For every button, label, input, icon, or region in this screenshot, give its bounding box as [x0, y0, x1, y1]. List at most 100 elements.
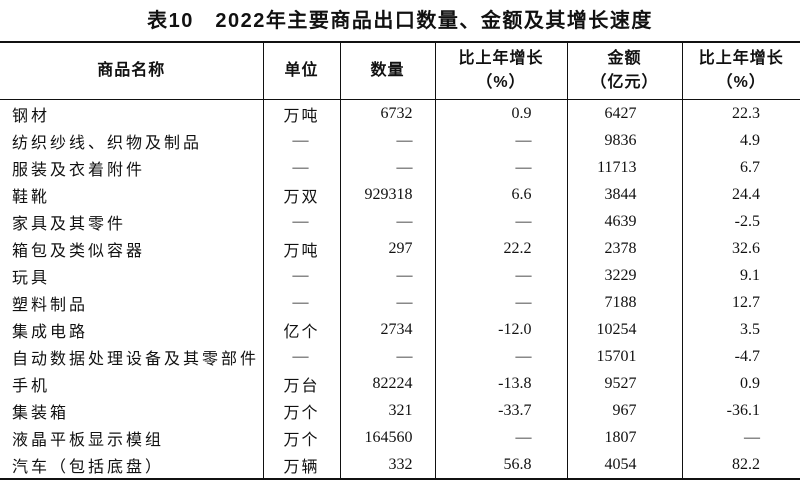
- quantity-cell: 321: [339, 397, 435, 424]
- header-line: （亿元）: [590, 74, 659, 91]
- quantity-growth-cell: —: [434, 343, 567, 370]
- product-name-cell: 箱包及类似容器: [12, 242, 146, 260]
- quantity-growth-cell: —: [434, 262, 567, 289]
- amount-growth-cell: -36.1: [681, 397, 800, 424]
- product-name-cell: 集装箱: [12, 404, 70, 422]
- product-name-cell: 塑料制品: [12, 296, 89, 314]
- quantity-growth-cell: —: [434, 154, 567, 181]
- amount-growth-cell: -2.5: [681, 208, 800, 235]
- amount-cell: 6427: [566, 99, 682, 127]
- header-line: 比上年增长: [458, 50, 544, 67]
- column-header-amount-growth: 比上年增长 （%）: [681, 42, 800, 100]
- header-line: （%）: [476, 74, 526, 91]
- product-name-cell: 玩具: [12, 269, 51, 287]
- quantity-growth-cell: -33.7: [434, 397, 567, 424]
- table-row: 集成电路 亿个 2734 -12.0 10254 3.5: [0, 316, 800, 343]
- quantity-growth-cell: 6.6: [434, 181, 567, 208]
- column-header-quantity-growth: 比上年增长 （%）: [434, 42, 567, 100]
- product-name-cell: 自动数据处理设备及其零部件: [12, 350, 260, 368]
- column-header-amount: 金额 （亿元）: [566, 42, 682, 100]
- quantity-cell: 297: [339, 235, 435, 262]
- table-body: 钢材 万吨 6732 0.9 6427 22.3 纺织纱线、织物及制品 — — —9836 4.9 服…: [0, 99, 800, 479]
- quantity-cell: —: [339, 343, 435, 370]
- amount-growth-cell: 24.4: [681, 181, 800, 208]
- column-header-quantity: 数量: [339, 42, 435, 100]
- product-name-cell: 鞋靴: [12, 188, 51, 206]
- table-row: 自动数据处理设备及其零部件 — — —15701 -4.7: [0, 343, 800, 370]
- unit-cell: —: [262, 343, 340, 370]
- amount-cell: 10254: [566, 316, 682, 343]
- table-row: 塑料制品 — — —7188 12.7: [0, 289, 800, 316]
- header-line: 商品名称: [97, 62, 166, 79]
- quantity-cell: 6732: [339, 99, 435, 127]
- product-name-cell: 汽车（包括底盘）: [12, 458, 165, 476]
- unit-cell: 万个: [262, 397, 340, 424]
- unit-cell: —: [262, 154, 340, 181]
- header-line: 比上年增长: [698, 50, 784, 67]
- amount-growth-cell: -4.7: [681, 343, 800, 370]
- quantity-growth-cell: —: [434, 208, 567, 235]
- amount-growth-cell: 32.6: [681, 235, 800, 262]
- quantity-cell: —: [339, 289, 435, 316]
- quantity-growth-cell: -12.0: [434, 316, 567, 343]
- quantity-growth-cell: —: [434, 424, 567, 451]
- quantity-growth-cell: -13.8: [434, 370, 567, 397]
- quantity-cell: 929318: [339, 181, 435, 208]
- amount-cell: 4054: [566, 451, 682, 479]
- unit-cell: 万吨: [262, 99, 340, 127]
- unit-cell: 万双: [262, 181, 340, 208]
- quantity-cell: 82224: [339, 370, 435, 397]
- amount-growth-cell: 6.7: [681, 154, 800, 181]
- amount-cell: 3229: [566, 262, 682, 289]
- unit-cell: —: [262, 127, 340, 154]
- product-name-cell: 家具及其零件: [12, 215, 127, 233]
- header-row: 商品名称 单位 数量 比上年增长 （%） 金额 （亿元） 比上年增长 （%）: [0, 42, 800, 100]
- table-row: 集装箱 万个 321 -33.7 967 -36.1: [0, 397, 800, 424]
- table-row: 钢材 万吨 6732 0.9 6427 22.3: [0, 99, 800, 127]
- quantity-growth-cell: 0.9: [434, 99, 567, 127]
- quantity-growth-cell: 56.8: [434, 451, 567, 479]
- quantity-cell: 332: [339, 451, 435, 479]
- product-name-cell: 纺织纱线、织物及制品: [12, 134, 203, 152]
- column-header-unit: 单位: [262, 42, 340, 100]
- amount-growth-cell: 9.1: [681, 262, 800, 289]
- quantity-cell: 2734: [339, 316, 435, 343]
- quantity-cell: —: [339, 127, 435, 154]
- table-title: 表10 2022年主要商品出口数量、金额及其增长速度: [147, 10, 653, 32]
- table-row: 手机 万台 82224 -13.8 9527 0.9: [0, 370, 800, 397]
- table-row: 汽车（包括底盘） 万辆 332 56.8 4054 82.2: [0, 451, 800, 479]
- header-line: 单位: [284, 62, 319, 79]
- header-line: （%）: [716, 74, 766, 91]
- amount-growth-cell: —: [681, 424, 800, 451]
- quantity-cell: —: [339, 154, 435, 181]
- quantity-cell: 164560: [339, 424, 435, 451]
- column-header-product-name: 商品名称: [0, 42, 263, 100]
- unit-cell: 万台: [262, 370, 340, 397]
- unit-cell: —: [262, 289, 340, 316]
- header-line: 金额: [607, 50, 642, 67]
- unit-cell: —: [262, 262, 340, 289]
- table-row: 液晶平板显示模组 万个 164560—1807—: [0, 424, 800, 451]
- quantity-growth-cell: —: [434, 289, 567, 316]
- amount-cell: 3844: [566, 181, 682, 208]
- unit-cell: 万辆: [262, 451, 340, 479]
- table-row: 纺织纱线、织物及制品 — — —9836 4.9: [0, 127, 800, 154]
- amount-cell: 1807: [566, 424, 682, 451]
- amount-cell: 15701: [566, 343, 682, 370]
- amount-cell: 967: [566, 397, 682, 424]
- product-name-cell: 集成电路: [12, 323, 89, 341]
- amount-cell: 2378: [566, 235, 682, 262]
- amount-growth-cell: 0.9: [681, 370, 800, 397]
- amount-growth-cell: 3.5: [681, 316, 800, 343]
- amount-cell: 9527: [566, 370, 682, 397]
- unit-cell: 万吨: [262, 235, 340, 262]
- table-row: 玩具 — — —3229 9.1: [0, 262, 800, 289]
- amount-growth-cell: 82.2: [681, 451, 800, 479]
- table-row: 箱包及类似容器 万吨 297 22.2 2378 32.6: [0, 235, 800, 262]
- amount-growth-cell: 4.9: [681, 127, 800, 154]
- unit-cell: —: [262, 208, 340, 235]
- product-name-cell: 钢材: [12, 107, 51, 125]
- unit-cell: 万个: [262, 424, 340, 451]
- export-commodities-table: 商品名称 单位 数量 比上年增长 （%） 金额 （亿元） 比上年增长 （%） 钢材 万吨 6732 0…: [0, 41, 800, 480]
